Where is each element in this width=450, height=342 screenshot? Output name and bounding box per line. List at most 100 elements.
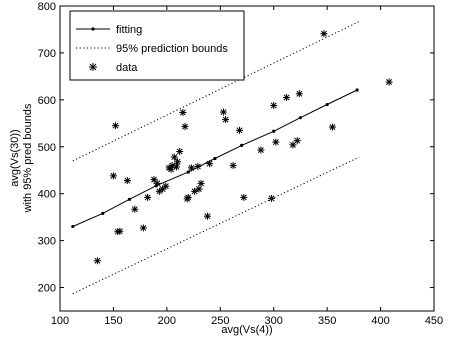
data-point-stroke <box>179 109 186 116</box>
data-point <box>181 123 189 131</box>
data-point-stroke <box>257 147 264 154</box>
data-point-stroke <box>112 122 119 129</box>
data-point-stroke <box>236 127 243 134</box>
data-point-stroke <box>110 172 117 179</box>
data-point-stroke <box>162 183 169 190</box>
data-point-stroke <box>154 180 161 187</box>
data-point <box>229 162 237 170</box>
data-point <box>109 172 117 180</box>
data-point-stroke <box>296 90 303 97</box>
data-point <box>203 212 211 220</box>
data-point <box>328 123 336 131</box>
data-point <box>195 185 203 193</box>
y-tick-label: 400 <box>38 189 56 201</box>
data-point <box>268 194 276 202</box>
data-point-stroke <box>320 30 327 37</box>
data-point-stroke <box>156 188 163 195</box>
data-point <box>123 177 131 185</box>
legend-box <box>69 10 245 81</box>
x-tick-label: 300 <box>265 315 283 327</box>
data-point-stroke <box>144 194 151 201</box>
x-axis-label: avg(Vs(4)) <box>221 324 272 336</box>
data-point <box>93 257 101 265</box>
data-point-stroke <box>270 102 277 109</box>
data-point-stroke <box>195 186 202 192</box>
x-tick-label: 200 <box>158 315 176 327</box>
data-point <box>293 137 301 145</box>
x-tick-label: 250 <box>211 315 229 327</box>
data-point-stroke <box>182 123 188 130</box>
data-point <box>139 224 147 232</box>
data-point <box>240 193 248 201</box>
fitting-marker <box>101 211 105 215</box>
data-point-stroke <box>188 164 195 171</box>
data-point <box>197 179 205 187</box>
x-tick-label: 450 <box>425 315 443 327</box>
data-point <box>283 94 291 101</box>
data-point-stroke <box>124 177 131 184</box>
legend-bounds-label: 95% prediction bounds <box>116 43 228 55</box>
fitting-marker <box>127 197 132 201</box>
data-point-stroke <box>131 206 138 213</box>
y-tick-label: 700 <box>38 48 56 60</box>
prediction-bounds <box>72 21 360 295</box>
data-point <box>153 179 161 187</box>
fitting-marker <box>213 156 217 161</box>
legend-data-marker <box>89 63 97 71</box>
data-point <box>385 78 393 86</box>
data-point-stroke <box>386 79 393 85</box>
data-point-stroke <box>176 148 183 155</box>
fitting-marker <box>71 224 75 229</box>
data-point <box>206 160 214 168</box>
x-axis-ticks: 100 150 200 250 300 350 400 450 <box>51 6 443 327</box>
data-point-stroke <box>140 224 147 231</box>
fitting-marker <box>272 129 276 133</box>
data-point-stroke <box>198 180 205 187</box>
legend-data-label: data <box>116 62 138 74</box>
y-axis-ticks: 200 300 400 500 600 700 800 <box>38 1 434 295</box>
data-point <box>270 101 278 109</box>
data-point-stroke <box>194 163 201 170</box>
data-point <box>131 205 139 213</box>
data-point <box>116 227 124 235</box>
fitting-marker <box>240 143 244 147</box>
data-point <box>257 146 265 154</box>
legend-fitting-marker <box>91 27 95 31</box>
data-point-stroke <box>174 158 181 165</box>
fitting-marker <box>298 116 303 120</box>
data-point <box>184 193 192 201</box>
data-point-stroke <box>220 109 227 115</box>
data-point <box>187 164 195 172</box>
data-point-stroke <box>169 162 176 169</box>
data-point-stroke <box>329 124 336 131</box>
data-point-stroke <box>116 228 123 235</box>
data-point-stroke <box>204 213 211 220</box>
data-point <box>194 162 202 170</box>
data-point-stroke <box>230 162 237 169</box>
data-point-stroke <box>171 154 178 161</box>
data-point <box>144 193 152 201</box>
data-point-stroke <box>222 116 229 123</box>
y-tick-label: 800 <box>38 1 56 13</box>
data-point <box>236 126 244 134</box>
data-point <box>170 153 178 161</box>
x-tick-label: 150 <box>104 315 122 327</box>
data-point-stroke <box>206 160 213 167</box>
data-point <box>174 158 182 166</box>
data-point-stroke <box>94 257 101 264</box>
y-tick-label: 500 <box>38 142 56 154</box>
y-tick-label: 300 <box>38 236 56 248</box>
data-point <box>179 109 187 117</box>
fitting-line-group <box>71 88 359 229</box>
data-point-stroke <box>240 194 247 201</box>
data-point-stroke <box>283 94 290 101</box>
data-points <box>93 30 393 265</box>
prediction-bound-lower <box>72 156 360 295</box>
data-point <box>112 122 120 130</box>
data-point <box>272 138 280 146</box>
fitting-marker <box>355 88 359 92</box>
data-point <box>222 116 230 124</box>
data-point-stroke <box>151 176 157 183</box>
data-point-stroke <box>185 194 192 201</box>
